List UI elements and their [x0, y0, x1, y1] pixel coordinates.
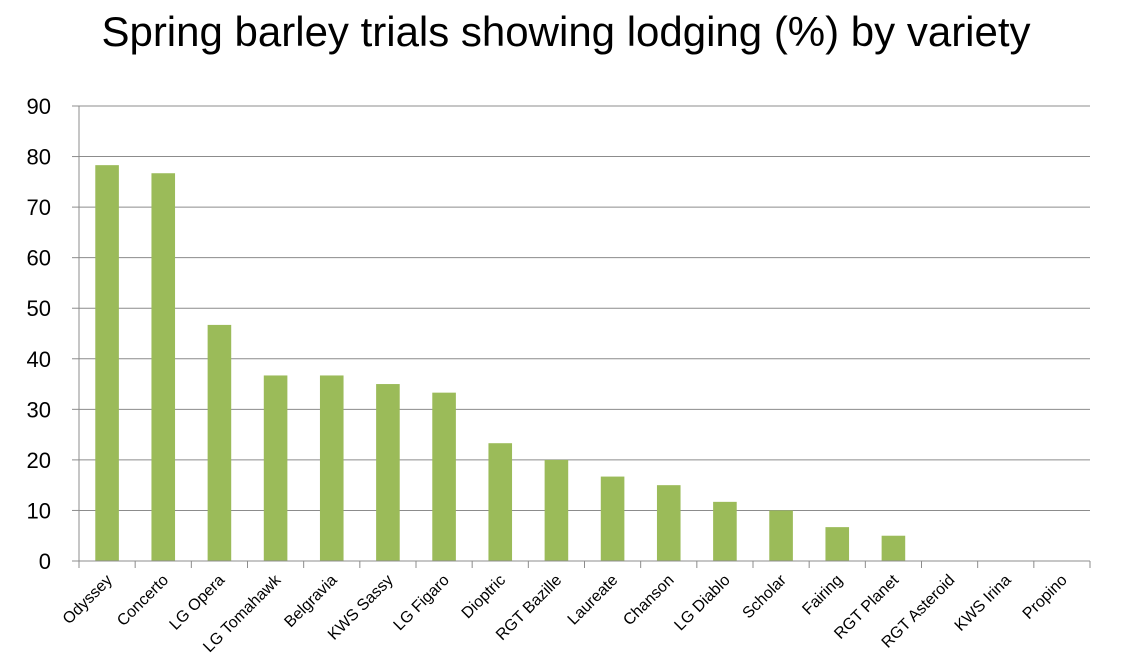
- gridlines: [79, 105, 1090, 511]
- y-tick-label: 30: [27, 397, 51, 422]
- bar-odyssey: [95, 165, 119, 561]
- bar-laureate: [600, 476, 625, 561]
- x-tick-label: Laureate: [565, 572, 622, 629]
- y-tick-label: 40: [27, 347, 51, 372]
- x-tick-label: KWS Irina: [952, 572, 1015, 635]
- x-tick-label: Propino: [1020, 572, 1071, 623]
- y-tick-label: 90: [27, 94, 51, 119]
- bar-fairing: [825, 527, 850, 561]
- bar-kws-sassy: [376, 384, 400, 561]
- y-tick-label: 80: [27, 145, 51, 170]
- bars: [95, 165, 906, 561]
- bar-lg-tomahawk: [263, 375, 288, 561]
- y-tick-labels: 0 10 20 30 40 50 60 70 80 90: [27, 94, 51, 574]
- chart-title: Spring barley trials showing lodging (%)…: [101, 8, 1031, 55]
- y-tick-label: 70: [27, 195, 51, 220]
- bar-scholar: [769, 510, 793, 561]
- y-tick-label: 10: [27, 498, 51, 523]
- bar-belgravia: [319, 375, 344, 561]
- y-tick-label: 20: [27, 448, 51, 473]
- x-tick-label: Odyssey: [60, 572, 116, 628]
- x-tick-label: LG Diablo: [671, 572, 733, 634]
- x-tick-label: Concerto: [114, 572, 172, 630]
- x-tick-label: Dioptric: [459, 572, 509, 622]
- bar-lg-opera: [207, 324, 232, 561]
- bar-concerto: [151, 173, 176, 561]
- x-tick-label: LG Figaro: [391, 572, 453, 634]
- bar-rgt-planet: [881, 535, 906, 561]
- bar-lg-figaro: [432, 392, 456, 561]
- x-tick-label: Fairing: [799, 572, 846, 619]
- bar-rgt-bazille: [544, 459, 569, 561]
- axes: [72, 105, 1091, 568]
- x-tick-label: Chanson: [620, 572, 677, 629]
- bar-lg-diablo: [713, 501, 737, 561]
- y-tick-label: 0: [39, 549, 51, 574]
- y-tick-label: 50: [27, 296, 51, 321]
- bar-dioptric: [488, 443, 513, 561]
- bar-chanson: [656, 485, 681, 561]
- y-tick-label: 60: [27, 246, 51, 271]
- x-tick-label: Belgravia: [281, 572, 340, 631]
- x-tick-label: Scholar: [740, 571, 791, 622]
